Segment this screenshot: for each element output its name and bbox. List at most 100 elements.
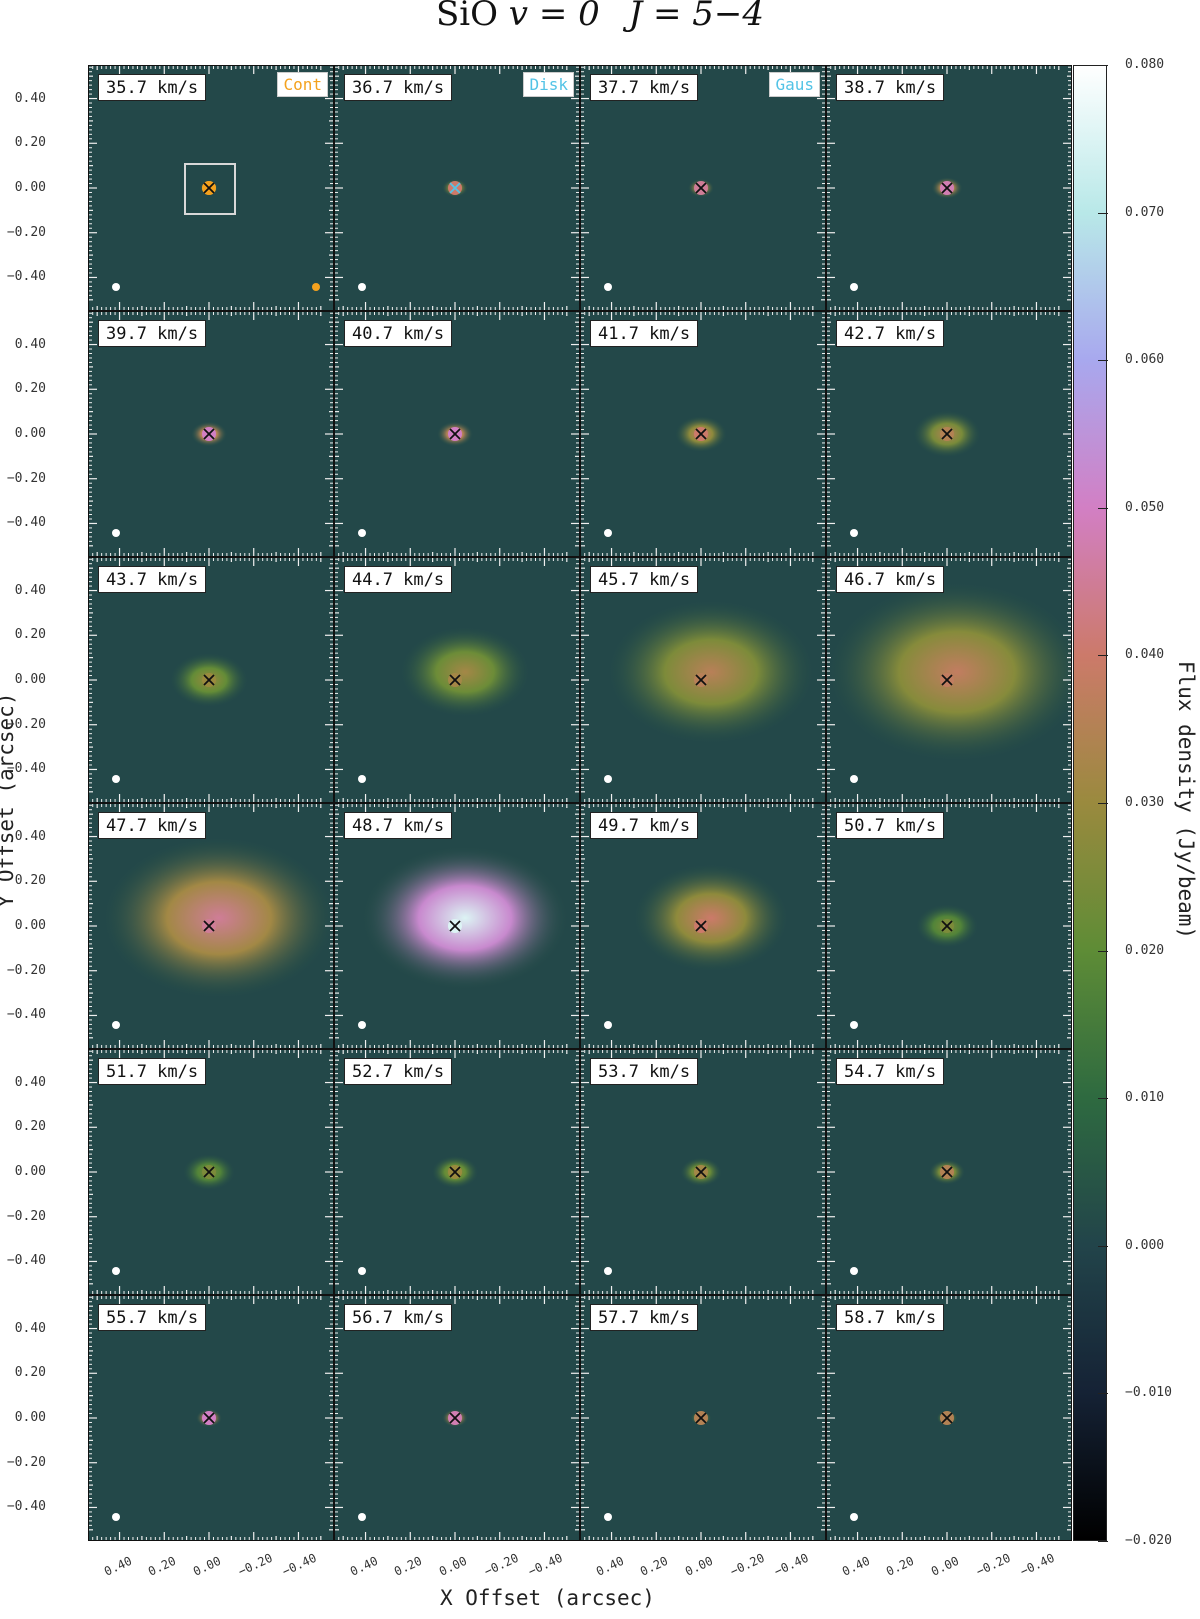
channel-panel: 50.7 km/s xyxy=(826,803,1072,1049)
emission-map xyxy=(88,65,334,311)
panel-frame xyxy=(334,1049,580,1295)
velocity-label: 54.7 km/s xyxy=(836,1058,945,1085)
panel-frame xyxy=(88,557,334,803)
emission-map xyxy=(580,311,826,557)
emission-map xyxy=(334,1295,580,1541)
emission-map xyxy=(580,65,826,311)
emission-map xyxy=(826,803,1072,1049)
panel-frame xyxy=(88,1049,334,1295)
panel-frame xyxy=(334,1295,580,1541)
emission-map xyxy=(334,803,580,1049)
velocity-label: 36.7 km/s xyxy=(344,74,453,101)
velocity-label: 50.7 km/s xyxy=(836,812,945,839)
velocity-label: 49.7 km/s xyxy=(590,812,699,839)
panel-frame xyxy=(334,311,580,557)
panel-frame xyxy=(580,557,826,803)
emission-map xyxy=(580,557,826,803)
velocity-label: 45.7 km/s xyxy=(590,566,699,593)
channel-map-grid: 35.7 km/s Cont 36.7 km/s Disk 37.7 km/s Gaus 3… xyxy=(88,65,1072,1541)
source-position-marker xyxy=(203,674,215,686)
channel-panel: 43.7 km/s xyxy=(88,557,334,803)
velocity-label: 53.7 km/s xyxy=(590,1058,699,1085)
beam-ellipse xyxy=(358,1513,366,1521)
panel-frame xyxy=(580,311,826,557)
panel-frame xyxy=(88,65,334,311)
beam-ellipse xyxy=(112,1267,120,1275)
emission-map xyxy=(88,311,334,557)
continuum-beam xyxy=(312,283,320,291)
channel-panel: 37.7 km/s Gaus xyxy=(580,65,826,311)
source-position-marker xyxy=(695,674,707,686)
channel-panel: 49.7 km/s xyxy=(580,803,826,1049)
emission-map xyxy=(334,557,580,803)
panel-frame xyxy=(88,803,334,1049)
beam-ellipse xyxy=(358,529,366,537)
beam-ellipse xyxy=(112,529,120,537)
panel-frame xyxy=(826,803,1072,1049)
channel-panel: 52.7 km/s xyxy=(334,1049,580,1295)
channel-panel: 35.7 km/s Cont xyxy=(88,65,334,311)
velocity-label: 46.7 km/s xyxy=(836,566,945,593)
source-position-marker xyxy=(203,428,215,440)
source-position-marker xyxy=(449,182,461,194)
channel-panel: 40.7 km/s xyxy=(334,311,580,557)
emission-map xyxy=(580,803,826,1049)
velocity-label: 51.7 km/s xyxy=(98,1058,207,1085)
velocity-label: 48.7 km/s xyxy=(344,812,453,839)
beam-ellipse xyxy=(358,283,366,291)
beam-ellipse xyxy=(604,283,612,291)
emission-blob xyxy=(828,582,1072,762)
emission-blob xyxy=(608,600,814,744)
velocity-label: 40.7 km/s xyxy=(344,320,453,347)
velocity-label: 52.7 km/s xyxy=(344,1058,453,1085)
beam-ellipse xyxy=(604,1021,612,1029)
channel-panel: 39.7 km/s xyxy=(88,311,334,557)
panel-frame xyxy=(826,311,1072,557)
velocity-label: 39.7 km/s xyxy=(98,320,207,347)
beam-ellipse xyxy=(850,283,858,291)
panel-frame xyxy=(88,1295,334,1541)
chart-title: SiO v = 0 J = 5−4 xyxy=(435,0,765,34)
beam-ellipse xyxy=(850,1021,858,1029)
source-position-marker xyxy=(203,1412,215,1424)
panel-frame xyxy=(580,1049,826,1295)
panel-frame xyxy=(826,65,1072,311)
panel-frame xyxy=(580,803,826,1049)
channel-panel: 55.7 km/s xyxy=(88,1295,334,1541)
beam-ellipse xyxy=(604,529,612,537)
beam-ellipse xyxy=(604,1267,612,1275)
emission-map xyxy=(580,1049,826,1295)
emission-blob xyxy=(362,846,568,990)
source-position-marker xyxy=(449,920,461,932)
channel-panel: 56.7 km/s xyxy=(334,1295,580,1541)
velocity-label: 37.7 km/s xyxy=(590,74,699,101)
source-position-marker xyxy=(449,1412,461,1424)
channel-panel: 42.7 km/s xyxy=(826,311,1072,557)
panel-frame xyxy=(334,557,580,803)
velocity-label: 42.7 km/s xyxy=(836,320,945,347)
source-position-marker xyxy=(941,428,953,440)
model-label-gaus: Gaus xyxy=(769,72,820,97)
beam-ellipse xyxy=(112,775,120,783)
source-position-marker xyxy=(941,182,953,194)
velocity-label: 43.7 km/s xyxy=(98,566,207,593)
source-position-marker xyxy=(449,674,461,686)
beam-ellipse xyxy=(112,1513,120,1521)
velocity-label: 38.7 km/s xyxy=(836,74,945,101)
source-position-marker xyxy=(449,428,461,440)
source-position-marker xyxy=(941,1166,953,1178)
source-position-marker xyxy=(203,1166,215,1178)
panel-frame xyxy=(88,311,334,557)
emission-map xyxy=(826,311,1072,557)
emission-map xyxy=(580,1295,826,1541)
emission-map xyxy=(88,803,334,1049)
panel-frame xyxy=(826,557,1072,803)
channel-panel: 51.7 km/s xyxy=(88,1049,334,1295)
velocity-label: 56.7 km/s xyxy=(344,1304,453,1331)
panel-frame xyxy=(334,65,580,311)
source-position-marker xyxy=(941,674,953,686)
channel-panel: 44.7 km/s xyxy=(334,557,580,803)
channel-panel: 47.7 km/s xyxy=(88,803,334,1049)
channel-panel: 38.7 km/s xyxy=(826,65,1072,311)
source-position-marker xyxy=(202,181,216,195)
